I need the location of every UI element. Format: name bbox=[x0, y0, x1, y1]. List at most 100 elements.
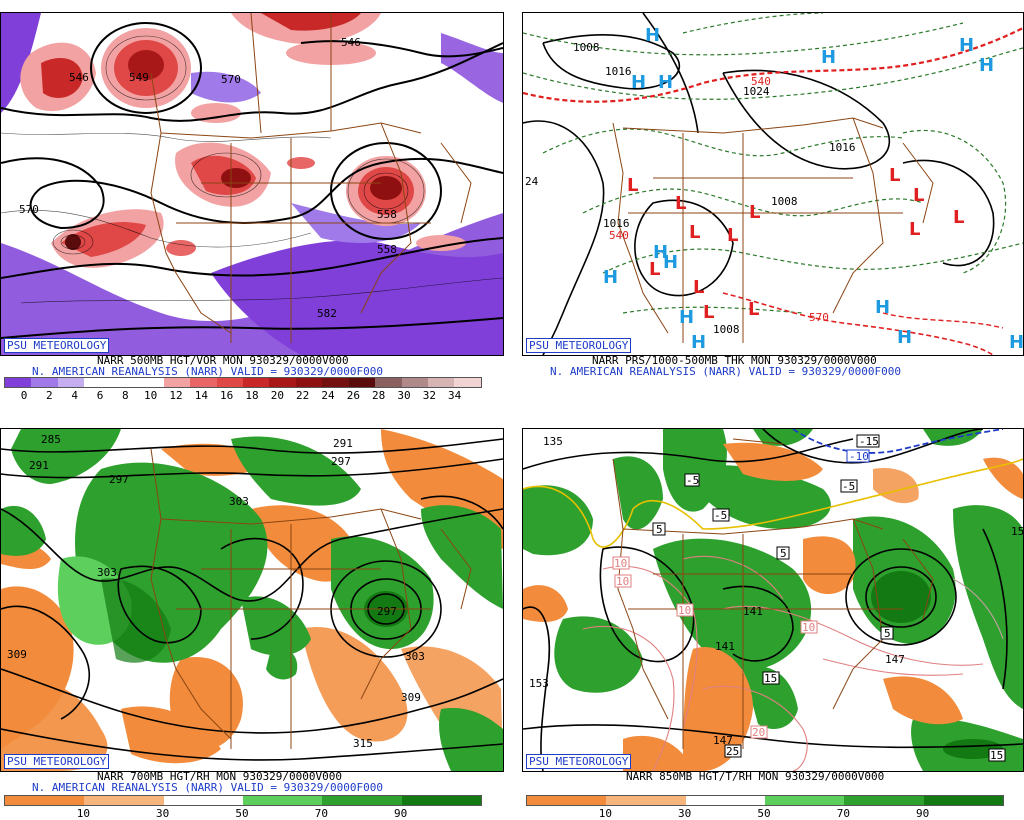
high-pressure-symbol: H bbox=[603, 267, 618, 288]
colorbar-swatch bbox=[84, 796, 164, 805]
colorbar-tick-label: 30 bbox=[397, 389, 411, 402]
map-surface-graphics: H H H H H H H H H H H H H H L L L L L L bbox=[523, 13, 1023, 355]
temperature-label: -5 bbox=[686, 474, 699, 487]
low-pressure-symbol: L bbox=[953, 207, 964, 228]
colorbar-swatch bbox=[163, 796, 243, 805]
high-pressure-symbol: H bbox=[875, 297, 890, 318]
colorbar-swatch bbox=[923, 796, 1003, 805]
colorbar-swatch bbox=[242, 378, 270, 387]
pressure-label: 1016 bbox=[603, 217, 630, 230]
high-pressure-symbol: H bbox=[1009, 332, 1023, 353]
colorbar-swatch bbox=[269, 378, 296, 387]
thickness-label: 540 bbox=[609, 229, 629, 242]
caption-title: NARR 850MB HGT/T/RH MON 930329/0000V000 bbox=[626, 770, 885, 783]
temperature-label: -5 bbox=[842, 480, 855, 493]
high-pressure-symbol: H bbox=[897, 327, 912, 348]
colorbar-tick-label: 50 bbox=[235, 807, 249, 820]
high-pressure-symbol: H bbox=[645, 25, 660, 46]
colorbar-tick-label: 90 bbox=[916, 807, 930, 820]
temperature-label: -10 bbox=[849, 450, 869, 463]
caption-valid: N. AMERICAN REANALYSIS (NARR) VALID = 93… bbox=[32, 781, 383, 794]
panel-500mb-hgt-vor: 546 570 549 570 546 558 558 582 PSU METE… bbox=[0, 0, 512, 410]
map-500mb: 546 570 549 570 546 558 558 582 bbox=[0, 12, 504, 356]
branding-label: PSU METEOROLOGY bbox=[526, 754, 632, 769]
temperature-label: 15 bbox=[764, 672, 777, 685]
low-pressure-symbol: L bbox=[649, 259, 660, 280]
high-pressure-symbol: H bbox=[979, 55, 994, 76]
high-pressure-symbol: H bbox=[653, 242, 668, 263]
colorbar-tick-label: 12 bbox=[169, 389, 183, 402]
colorbar-tick-label: 24 bbox=[321, 389, 335, 402]
height-label: 297 bbox=[331, 455, 351, 468]
height-label: 558 bbox=[377, 243, 397, 256]
colorbar-tick-label: 4 bbox=[71, 389, 78, 402]
colorbar-tick-label: 90 bbox=[394, 807, 408, 820]
height-label: 297 bbox=[377, 605, 397, 618]
height-label: 303 bbox=[97, 566, 117, 579]
temperature-label: 25 bbox=[726, 745, 739, 758]
colorbar-tick-label: 30 bbox=[678, 807, 692, 820]
colorbar-swatch bbox=[454, 378, 481, 387]
panel-prs-thickness: H H H H H H H H H H H H H H L L L L L L bbox=[522, 0, 1024, 410]
low-pressure-symbol: L bbox=[689, 222, 700, 243]
low-pressure-symbol: L bbox=[913, 185, 924, 206]
pressure-label: 1024 bbox=[743, 85, 770, 98]
panel-700mb-hgt-rh: 285 291 291 297 297 303 303 309 297 303 … bbox=[0, 420, 512, 820]
colorbar-swatch bbox=[322, 378, 349, 387]
colorbar-swatch bbox=[5, 378, 32, 387]
height-label: 291 bbox=[333, 437, 353, 450]
low-pressure-symbol: L bbox=[693, 277, 704, 298]
height-label: 147 bbox=[713, 734, 733, 747]
low-pressure-symbol: L bbox=[889, 165, 900, 186]
height-label: 546 bbox=[341, 36, 361, 49]
height-label: 303 bbox=[229, 495, 249, 508]
map-850mb: 135 141 141 147 147 153 15 bbox=[522, 428, 1024, 772]
colorbar-swatch bbox=[527, 796, 607, 805]
colorbar-swatch bbox=[685, 796, 765, 805]
colorbar-swatch bbox=[137, 378, 164, 387]
colorbar-tick-label: 30 bbox=[156, 807, 170, 820]
colorbar-tick-label: 50 bbox=[757, 807, 771, 820]
colorbar-swatch bbox=[242, 796, 323, 805]
branding-label: PSU METEOROLOGY bbox=[4, 754, 110, 769]
thickness-label: 570 bbox=[809, 311, 829, 324]
colorbar-swatch bbox=[295, 378, 323, 387]
map-500mb-graphics: 546 570 549 570 546 558 558 582 bbox=[1, 13, 503, 355]
low-pressure-symbol: L bbox=[749, 202, 760, 223]
colorbar-swatch bbox=[190, 378, 217, 387]
caption-title: NARR 500MB HGT/VOR MON 930329/0000V000 bbox=[97, 354, 349, 367]
high-pressure-symbol: H bbox=[679, 307, 694, 328]
colorbar-swatch bbox=[401, 796, 481, 805]
colorbar-swatch bbox=[57, 378, 85, 387]
temperature-label: 10 bbox=[802, 621, 815, 634]
colorbar-ticks: 0 2 4 6 8 10 12 14 16 18 20 22 24 26 28 30 32 34 bbox=[4, 390, 480, 404]
high-pressure-symbol: H bbox=[821, 47, 836, 68]
colorbar-tick-label: 34 bbox=[448, 389, 462, 402]
temperature-label: -15 bbox=[859, 435, 879, 448]
colorbar-tick-label: 18 bbox=[245, 389, 259, 402]
colorbar-swatch bbox=[606, 796, 686, 805]
colorbar-swatch bbox=[163, 378, 191, 387]
branding-label: PSU METEOROLOGY bbox=[526, 338, 632, 353]
height-label: 153 bbox=[529, 677, 549, 690]
low-pressure-symbol: L bbox=[675, 193, 686, 214]
high-pressure-symbol: H bbox=[691, 332, 706, 353]
colorbar-tick-label: 32 bbox=[422, 389, 436, 402]
temperature-label: 5 bbox=[656, 523, 663, 536]
colorbar-swatch bbox=[844, 796, 924, 805]
colorbar-tick-label: 0 bbox=[20, 389, 28, 402]
colorbar-swatch bbox=[348, 378, 376, 387]
height-label: 291 bbox=[29, 459, 49, 472]
height-label: 549 bbox=[129, 71, 149, 84]
caption-valid: N. AMERICAN REANALYSIS (NARR) VALID = 93… bbox=[550, 365, 901, 378]
map-850mb-graphics: 135 141 141 147 147 153 15 bbox=[523, 429, 1023, 771]
height-label: 147 bbox=[885, 653, 905, 666]
height-label: 558 bbox=[377, 208, 397, 221]
height-label: 309 bbox=[401, 691, 421, 704]
colorbar-swatch bbox=[428, 378, 455, 387]
pressure-label: 1016 bbox=[605, 65, 632, 78]
map-700mb: 285 291 291 297 297 303 303 309 297 303 … bbox=[0, 428, 504, 772]
colorbar-ticks: 10 30 50 70 90 bbox=[4, 808, 480, 820]
colorbar-tick-label: 20 bbox=[270, 389, 284, 402]
high-pressure-symbol: H bbox=[663, 252, 678, 273]
